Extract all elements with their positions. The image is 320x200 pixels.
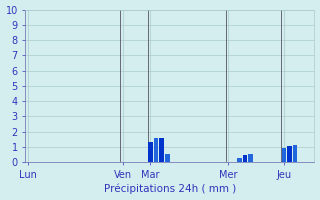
Bar [243, 155, 247, 162]
Bar [165, 154, 170, 162]
Bar [292, 145, 297, 162]
Bar [159, 138, 164, 162]
Bar [237, 158, 242, 162]
Bar [248, 154, 253, 162]
Bar [154, 138, 158, 162]
Bar [287, 146, 292, 162]
Bar [148, 142, 153, 162]
Bar [282, 148, 286, 162]
X-axis label: Précipitations 24h ( mm ): Précipitations 24h ( mm ) [104, 184, 236, 194]
